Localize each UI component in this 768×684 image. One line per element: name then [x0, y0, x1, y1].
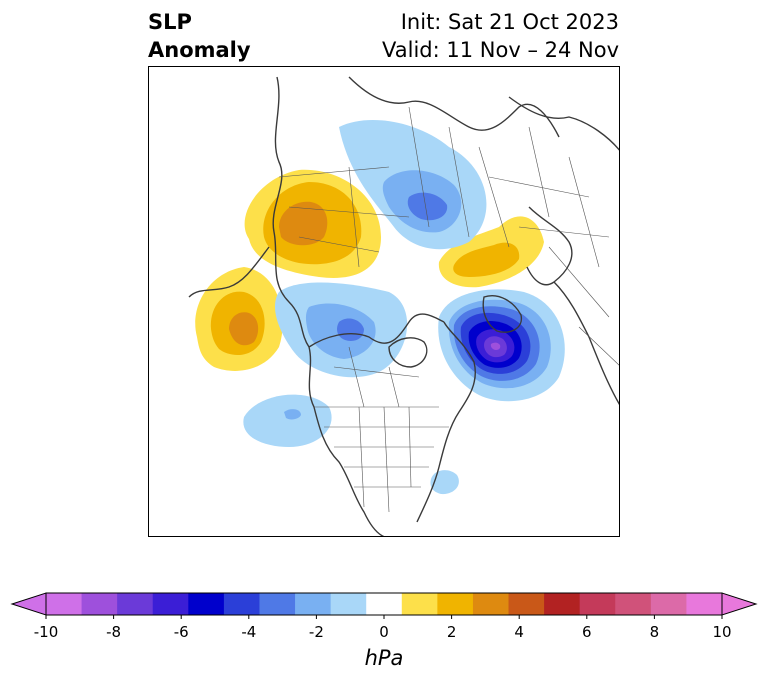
init-date: Init: Sat 21 Oct 2023: [400, 10, 619, 34]
colorbar-bin: [366, 593, 403, 615]
colorbar-bin: [223, 593, 260, 615]
negative-anomaly-canada: [274, 282, 408, 378]
coastlines: [188, 76, 619, 536]
colorbar-bin: [650, 593, 687, 615]
colorbar-tick-label: 2: [446, 623, 457, 641]
colorbar-bin: [117, 593, 154, 615]
colorbar-bin: [508, 593, 545, 615]
colorbar-bin: [259, 593, 296, 615]
colorbar-bin: [152, 593, 189, 615]
positive-anomaly-pacific: [195, 267, 283, 371]
colorbar-tick-label: -6: [173, 623, 189, 641]
negative-anomaly-arctic: [339, 119, 487, 250]
colorbar-tick-label: -2: [308, 623, 324, 641]
colorbar-unit-label: hPa: [364, 646, 404, 670]
colorbar-bin: [579, 593, 616, 615]
colorbar-tick-label: 10: [712, 623, 732, 641]
colorbar-tick-label: 4: [514, 623, 524, 641]
colorbar-bin: [544, 593, 581, 615]
colorbar-tick-label: 6: [582, 623, 592, 641]
anomaly-map: [148, 66, 620, 537]
valid-range: Valid: 11 Nov – 24 Nov: [382, 38, 619, 62]
colorbar-bin: [46, 593, 83, 615]
colorbar-tick-label: -8: [106, 623, 122, 641]
positive-anomaly-siberia: [244, 169, 381, 278]
map-title: SLP Anomaly: [148, 8, 251, 64]
colorbar: [10, 592, 758, 619]
negative-anomaly-ne-pacific: [243, 394, 332, 447]
title-line-2: Anomaly: [148, 38, 251, 62]
colorbar-bin: [615, 593, 652, 615]
negative-anomaly-w-atlantic: [430, 470, 459, 495]
colorbar-bin: [401, 593, 438, 615]
political-borders: [278, 106, 619, 513]
colorbar-bin: [330, 593, 367, 615]
colorbar-extend-low: [10, 592, 47, 616]
colorbar-bin: [437, 593, 474, 615]
colorbar-bin: [472, 593, 510, 615]
colorbar-tick-label: -4: [241, 623, 257, 641]
colorbar-bin: [295, 593, 332, 615]
colorbar-bin: [188, 593, 225, 615]
title-line-1: SLP: [148, 10, 192, 34]
colorbar-bin: [81, 593, 118, 615]
forecast-dates: Init: Sat 21 Oct 2023 Valid: 11 Nov – 24…: [382, 8, 619, 64]
colorbar-tick-label: 8: [649, 623, 660, 641]
colorbar-bin: [686, 593, 723, 615]
map-canvas: [188, 76, 619, 536]
positive-anomaly-europe: [438, 216, 544, 288]
colorbar-tick-label: -10: [33, 623, 59, 641]
colorbar-extend-high: [721, 592, 758, 616]
negative-anomaly-atlantic: [438, 289, 565, 402]
colorbar-tick-label: 0: [379, 623, 389, 641]
